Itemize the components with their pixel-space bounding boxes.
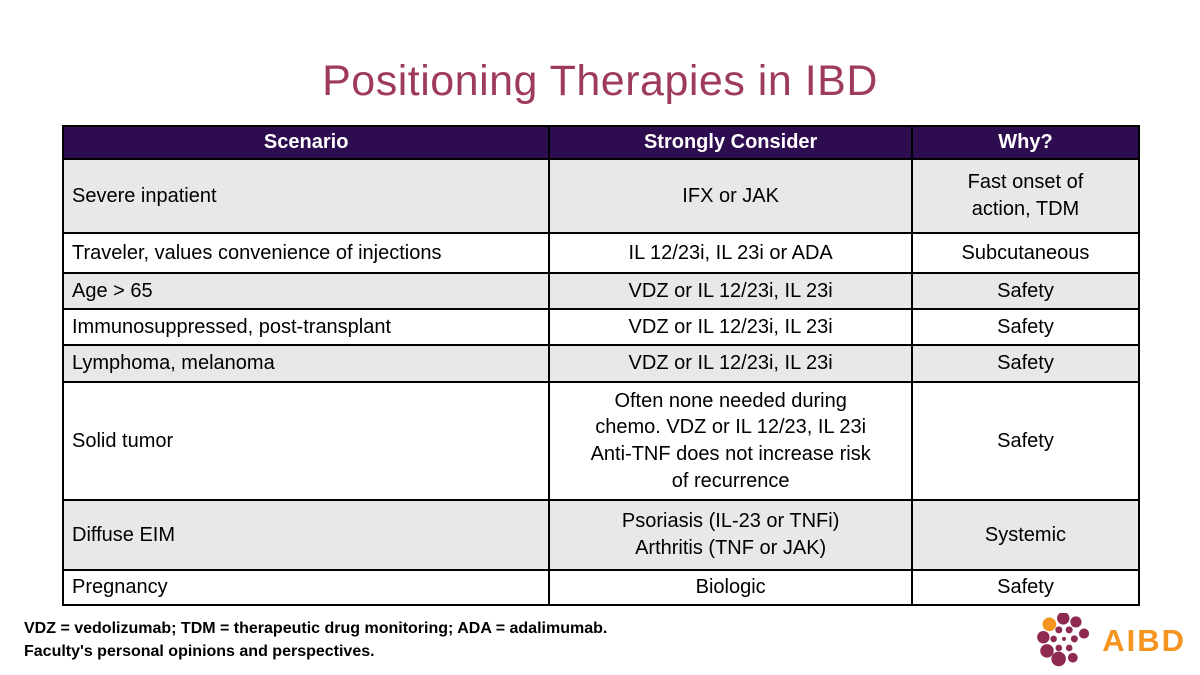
cell-scenario: Age > 65 xyxy=(61,272,551,310)
page-title: Positioning Therapies in IBD xyxy=(322,57,878,105)
aibd-dots-icon xyxy=(1037,613,1090,667)
cell-consider: VDZ or IL 12/23i, IL 23i xyxy=(548,272,913,310)
cell-why: Fast onset of action, TDM xyxy=(910,158,1141,234)
cell-consider: IFX or JAK xyxy=(548,158,913,234)
cell-scenario: Pregnancy xyxy=(61,569,551,606)
table-row: Solid tumor Often none needed during che… xyxy=(61,381,1141,501)
footnote-abbreviations: VDZ = vedolizumab; TDM = therapeutic dru… xyxy=(24,620,608,637)
header-scenario: Scenario xyxy=(61,125,551,160)
cell-consider: Biologic xyxy=(548,569,913,606)
cell-consider: Often none needed during chemo. VDZ or I… xyxy=(548,381,913,501)
table-row: Diffuse EIM Psoriasis (IL-23 or TNFi) Ar… xyxy=(61,499,1141,571)
cell-why: Systemic xyxy=(910,499,1141,571)
cell-scenario: Immunosuppressed, post-transplant xyxy=(61,308,551,346)
aibd-logo-text: AIBD xyxy=(1102,623,1186,658)
cell-why: Subcutaneous xyxy=(910,232,1141,274)
cell-why: Safety xyxy=(910,344,1141,383)
table-header-row: Scenario Strongly Consider Why? xyxy=(61,125,1141,160)
cell-consider: IL 12/23i, IL 23i or ADA xyxy=(548,232,913,274)
table-row: Pregnancy Biologic Safety xyxy=(61,569,1141,606)
cell-why: Safety xyxy=(910,272,1141,310)
header-why: Why? xyxy=(910,125,1141,160)
cell-scenario: Solid tumor xyxy=(61,381,551,501)
footnote-disclaimer: Faculty's personal opinions and perspect… xyxy=(24,642,375,660)
cell-why: Safety xyxy=(910,569,1141,606)
cell-why: Safety xyxy=(910,381,1141,501)
cell-consider: Psoriasis (IL-23 or TNFi) Arthritis (TNF… xyxy=(548,499,913,571)
footnotes: VDZ = vedolizumab; TDM = therapeutic dru… xyxy=(24,618,607,663)
therapy-table-container: Scenario Strongly Consider Why? Severe i… xyxy=(61,125,1141,606)
cell-scenario: Diffuse EIM xyxy=(61,499,551,571)
cell-scenario: Severe inpatient xyxy=(61,158,551,234)
cell-scenario: Lymphoma, melanoma xyxy=(61,344,551,383)
table-row: Immunosuppressed, post-transplant VDZ or… xyxy=(61,308,1141,346)
cell-consider: VDZ or IL 12/23i, IL 23i xyxy=(548,344,913,383)
table-row: Traveler, values convenience of injectio… xyxy=(61,232,1141,274)
table-row: Severe inpatient IFX or JAK Fast onset o… xyxy=(61,158,1141,234)
aibd-logo: AIBD xyxy=(1036,613,1186,669)
therapy-table: Scenario Strongly Consider Why? Severe i… xyxy=(61,125,1141,606)
cell-scenario: Traveler, values convenience of injectio… xyxy=(61,232,551,274)
cell-consider: VDZ or IL 12/23i, IL 23i xyxy=(548,308,913,346)
table-row: Lymphoma, melanoma VDZ or IL 12/23i, IL … xyxy=(61,344,1141,383)
cell-why: Safety xyxy=(910,308,1141,346)
table-row: Age > 65 VDZ or IL 12/23i, IL 23i Safety xyxy=(61,272,1141,310)
header-strongly-consider: Strongly Consider xyxy=(548,125,913,160)
